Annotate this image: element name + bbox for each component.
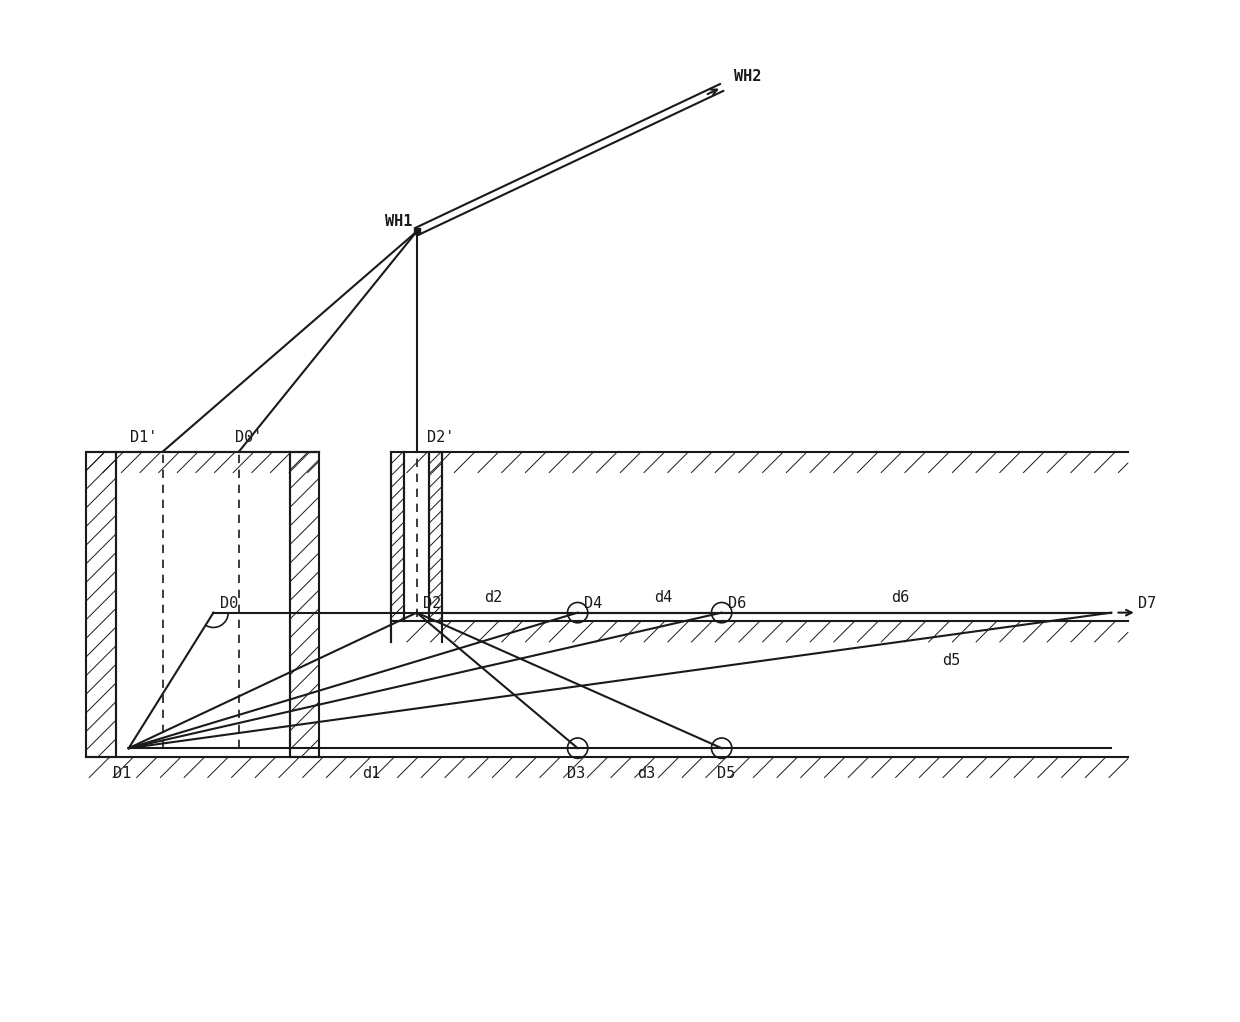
Text: d5: d5 xyxy=(942,653,960,668)
Text: D5: D5 xyxy=(718,765,735,781)
Text: d2: d2 xyxy=(485,591,502,605)
Text: D7: D7 xyxy=(1138,596,1157,610)
Bar xyxy=(290,452,320,756)
Bar xyxy=(429,452,443,621)
Text: D2': D2' xyxy=(427,429,454,445)
Text: D1: D1 xyxy=(114,765,131,781)
Text: D0: D0 xyxy=(221,596,238,610)
Bar xyxy=(392,452,404,621)
Text: WH2: WH2 xyxy=(734,68,761,84)
Text: d1: d1 xyxy=(362,765,379,781)
Text: D6: D6 xyxy=(728,596,746,610)
Text: d3: d3 xyxy=(637,765,655,781)
Text: D4: D4 xyxy=(584,596,603,610)
Text: D2: D2 xyxy=(424,596,441,610)
Text: d4: d4 xyxy=(653,591,672,605)
Text: D0': D0' xyxy=(234,429,262,445)
Text: d6: d6 xyxy=(892,591,909,605)
Text: WH1: WH1 xyxy=(384,215,412,229)
Text: D1': D1' xyxy=(130,429,157,445)
Bar xyxy=(87,452,117,756)
Text: D3: D3 xyxy=(568,765,585,781)
